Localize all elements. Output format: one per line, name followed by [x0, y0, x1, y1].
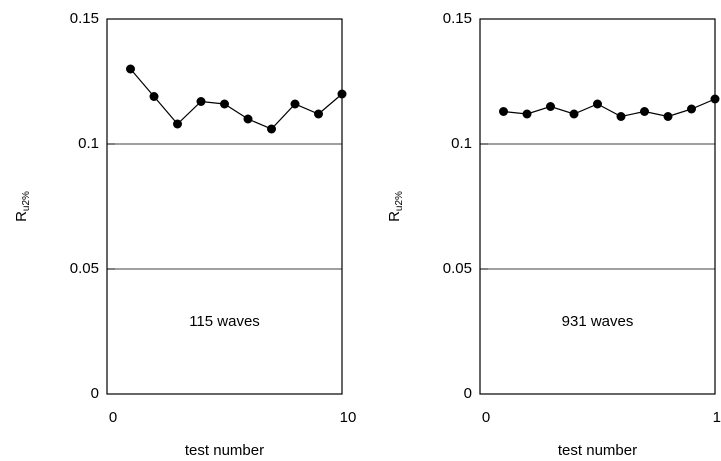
point — [337, 89, 347, 99]
y-tick-label: 0 — [91, 385, 99, 402]
point — [173, 119, 182, 129]
x-axis-label: test number — [558, 442, 637, 459]
x-axis-label: test number — [185, 442, 264, 459]
point — [220, 99, 229, 109]
point — [149, 92, 159, 101]
x-tick-label: 0 — [109, 409, 117, 426]
point — [569, 109, 579, 119]
y-tick-label: 0.05 — [443, 260, 472, 277]
point — [663, 112, 673, 121]
point — [267, 124, 276, 134]
plot-frame — [106, 18, 343, 395]
x-tick-label: 0 — [482, 409, 490, 426]
y-axis-label: Ru2% — [386, 191, 405, 222]
point — [522, 109, 532, 119]
y-axis-label: Ru2% — [13, 191, 32, 222]
y-tick-label: 0.15 — [443, 10, 472, 27]
y-tick-label: 0.15 — [70, 10, 99, 27]
point — [314, 109, 323, 119]
point — [710, 94, 720, 104]
point — [616, 112, 626, 121]
chart: 0 0.05 0.1 0.15 0 10 test number Ru2% 931 waves — [386, 10, 721, 459]
annotation: 115 waves — [189, 313, 260, 330]
plot-frame — [479, 18, 716, 395]
y-axis-label-sub: u2% — [394, 191, 405, 211]
point — [546, 102, 555, 111]
point — [593, 99, 602, 109]
point — [243, 114, 253, 124]
y-axis-label-sub: u2% — [21, 191, 32, 211]
line — [130, 68, 343, 130]
point — [290, 99, 300, 109]
y-tick-label: 0.05 — [70, 260, 99, 277]
chart: 0 0.05 0.1 0.15 0 10 test number Ru2% 115 waves — [13, 10, 356, 459]
point — [640, 107, 649, 116]
annotation: 931 waves — [562, 313, 634, 330]
x-tick-label: 10 — [713, 409, 721, 426]
point — [687, 104, 696, 114]
y-tick-label: 0 — [464, 385, 472, 402]
y-axis-label-main: R — [13, 211, 30, 222]
y-tick-label: 0.1 — [78, 135, 99, 152]
x-tick-label: 10 — [340, 409, 357, 426]
point — [126, 64, 135, 74]
point — [196, 97, 206, 106]
y-axis-label-main: R — [386, 211, 403, 222]
y-tick-label: 0.1 — [451, 135, 472, 152]
line — [503, 98, 716, 118]
point — [499, 107, 508, 116]
